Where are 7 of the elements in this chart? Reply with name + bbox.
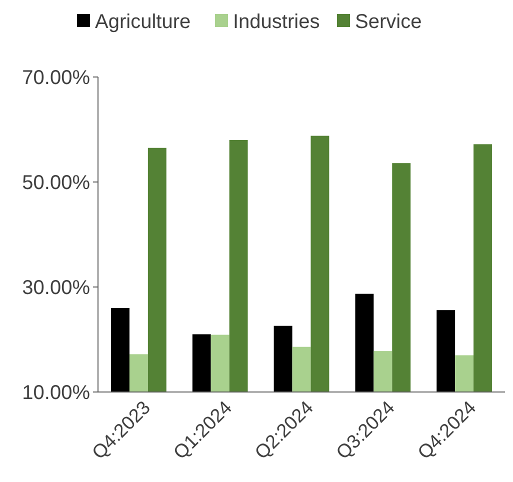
y-tick-label: 50.00%	[22, 172, 90, 194]
legend-label: Agriculture	[95, 11, 191, 33]
y-tick-label: 10.00%	[22, 382, 90, 404]
y-tick-label: 70.00%	[22, 67, 90, 89]
y-tick-label: 30.00%	[22, 277, 90, 299]
legend-label: Service	[355, 11, 422, 33]
legend-label: Industries	[233, 11, 320, 33]
